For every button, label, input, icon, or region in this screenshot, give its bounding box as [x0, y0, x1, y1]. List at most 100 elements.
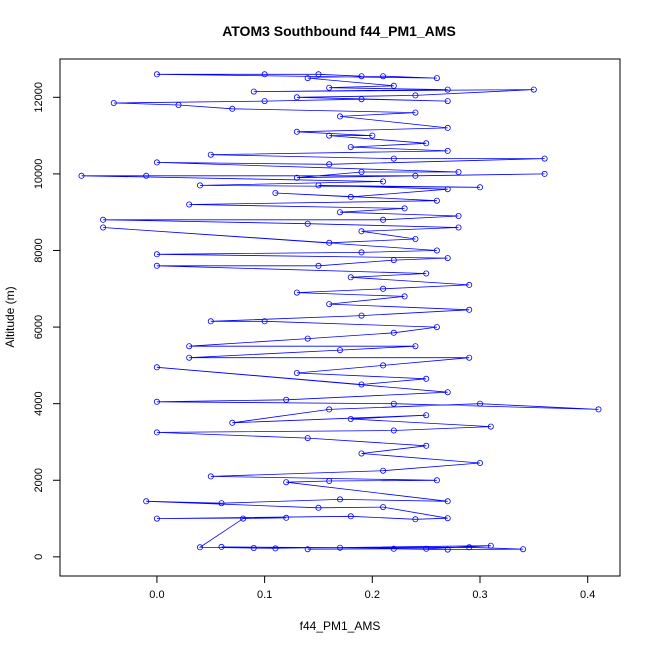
y-axis: 0 2000 4000 6000 8000 10000 12000 — [33, 82, 60, 560]
data-point — [186, 354, 193, 361]
data-point — [283, 514, 290, 521]
data-point — [358, 168, 365, 175]
data-point — [283, 396, 290, 403]
data-point — [293, 289, 300, 296]
data-point — [423, 270, 430, 277]
data-point — [315, 182, 322, 189]
y-tick-label: 6000 — [33, 315, 45, 339]
data-point — [401, 205, 408, 212]
data-point — [218, 500, 225, 507]
data-point — [207, 318, 214, 325]
data-point — [390, 82, 397, 89]
data-point — [455, 224, 462, 231]
data-point — [412, 516, 419, 523]
data-point — [423, 140, 430, 147]
data-point — [326, 161, 333, 168]
data-point — [336, 209, 343, 216]
data-point — [175, 102, 182, 109]
data-point — [207, 473, 214, 480]
data-point — [466, 306, 473, 313]
data-point — [326, 239, 333, 246]
data-point — [240, 515, 247, 522]
data-point — [444, 186, 451, 193]
data-point — [347, 193, 354, 200]
data-point — [444, 124, 451, 131]
data-point — [153, 398, 160, 405]
data-point — [304, 435, 311, 442]
data-point — [530, 86, 537, 93]
x-tick-label: 0.3 — [472, 589, 487, 601]
data-point — [487, 542, 494, 549]
data-point — [358, 381, 365, 388]
data-point — [272, 189, 279, 196]
data-point — [293, 94, 300, 101]
data-point — [412, 343, 419, 350]
data-point — [380, 285, 387, 292]
data-point — [153, 262, 160, 269]
data-point — [293, 369, 300, 376]
data-point — [315, 262, 322, 269]
data-point — [412, 172, 419, 179]
data-point — [315, 504, 322, 511]
data-point — [358, 450, 365, 457]
data-point — [143, 172, 150, 179]
data-point — [358, 249, 365, 256]
data-point — [390, 427, 397, 434]
data-point — [380, 73, 387, 80]
data-point — [390, 329, 397, 336]
data-point — [153, 159, 160, 166]
data-point — [153, 515, 160, 522]
data-point — [380, 178, 387, 185]
data-point — [336, 496, 343, 503]
data-point — [433, 75, 440, 82]
series-line — [81, 73, 599, 550]
data-point — [390, 257, 397, 264]
data-point — [326, 132, 333, 139]
data-point — [380, 362, 387, 369]
y-tick-label: 2000 — [33, 468, 45, 492]
data-point — [444, 255, 451, 262]
data-point — [412, 109, 419, 116]
data-point — [541, 155, 548, 162]
data-point — [304, 220, 311, 227]
chart-title: ATOM3 Southbound f44_PM1_AMS — [222, 23, 456, 39]
data-point — [326, 84, 333, 91]
data-point — [250, 88, 257, 95]
data-point — [455, 168, 462, 175]
data-point — [595, 406, 602, 413]
x-tick-label: 0.0 — [149, 589, 164, 601]
data-point — [444, 546, 451, 553]
data-point — [336, 113, 343, 120]
data-point — [444, 147, 451, 154]
data-point — [380, 467, 387, 474]
plot-area — [78, 71, 602, 553]
data-point — [466, 354, 473, 361]
data-point — [293, 128, 300, 135]
data-point — [412, 92, 419, 99]
y-tick-label: 4000 — [33, 391, 45, 415]
data-point — [153, 251, 160, 258]
data-point — [272, 545, 279, 552]
x-tick-label: 0.4 — [580, 589, 595, 601]
data-point — [541, 170, 548, 177]
data-point — [261, 71, 268, 78]
data-point — [207, 151, 214, 158]
data-point — [304, 546, 311, 553]
data-point — [444, 98, 451, 105]
data-point — [153, 429, 160, 436]
data-point — [487, 423, 494, 430]
y-tick-label: 10000 — [33, 159, 45, 190]
data-point — [358, 312, 365, 319]
plot-frame — [59, 58, 621, 577]
data-point — [423, 442, 430, 449]
data-point — [476, 459, 483, 466]
data-point — [78, 172, 85, 179]
data-point — [369, 132, 376, 139]
data-point — [304, 335, 311, 342]
data-point — [218, 543, 225, 550]
data-point — [358, 228, 365, 235]
y-tick-label: 8000 — [33, 238, 45, 262]
data-point — [347, 274, 354, 281]
data-point — [326, 406, 333, 413]
